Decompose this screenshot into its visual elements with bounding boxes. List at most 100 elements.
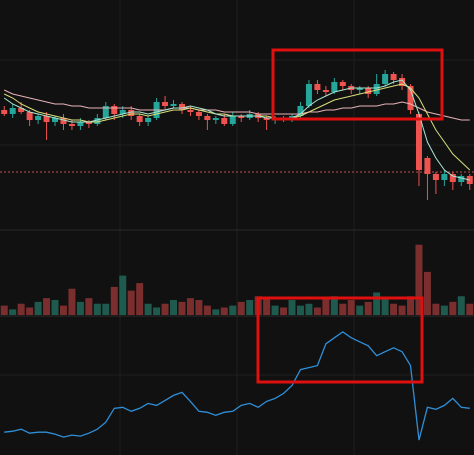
volume-bar xyxy=(26,307,34,315)
candle-body xyxy=(85,122,92,124)
volume-bar xyxy=(457,296,465,315)
volume-bar xyxy=(203,305,211,315)
candle-body xyxy=(52,118,59,122)
volume-bar xyxy=(144,303,152,315)
candle-body xyxy=(441,174,448,180)
volume-bar xyxy=(170,300,178,315)
volume-bar xyxy=(51,300,59,315)
candle-body xyxy=(407,86,414,110)
candle-body xyxy=(297,106,304,116)
candle-body xyxy=(43,116,50,122)
volume-bar xyxy=(440,305,448,315)
volume-bar xyxy=(313,307,321,315)
candle-body xyxy=(415,114,422,170)
volume-bar xyxy=(466,303,474,315)
candle-body xyxy=(449,174,456,182)
candle-body xyxy=(305,84,312,106)
candle-body xyxy=(119,110,126,114)
candle-body xyxy=(178,104,185,110)
candle-body xyxy=(339,82,346,86)
candle-body xyxy=(229,116,236,124)
volume-bar xyxy=(322,298,330,315)
candle-body xyxy=(399,78,406,86)
volume-bar xyxy=(85,298,93,315)
candle-body xyxy=(77,122,84,126)
volume-bar xyxy=(93,303,101,315)
moving-average xyxy=(3,79,470,181)
volume-bar xyxy=(432,303,440,315)
volume-bar xyxy=(43,298,51,315)
volume-bar xyxy=(381,298,389,315)
volume-bar xyxy=(237,301,245,315)
volume-bar xyxy=(407,296,415,315)
volume-bar xyxy=(178,301,186,315)
candle-body xyxy=(170,104,177,106)
volume-bar xyxy=(119,275,127,315)
candle-body xyxy=(390,74,397,80)
volume-bar xyxy=(161,303,169,315)
candle-body xyxy=(331,82,338,92)
candle-body xyxy=(204,116,211,120)
candle-body xyxy=(263,118,270,120)
volume-bar xyxy=(0,305,8,315)
candle-body xyxy=(18,108,25,112)
volume-bar xyxy=(9,309,17,315)
candle-body xyxy=(458,176,465,182)
candle-body xyxy=(356,88,363,90)
volume-bar xyxy=(330,296,338,315)
volume-bar xyxy=(415,244,423,315)
candle-body xyxy=(187,110,194,112)
marks xyxy=(0,70,474,441)
candle-body xyxy=(365,88,372,94)
candle-body xyxy=(432,174,439,180)
highlight-box xyxy=(256,296,424,384)
volume-bar xyxy=(76,301,84,315)
candle-body xyxy=(111,106,118,114)
volume-bar xyxy=(347,300,355,315)
volume-bar xyxy=(373,292,381,315)
volume-bar xyxy=(195,300,203,315)
volume-bar xyxy=(390,303,398,315)
candle-body xyxy=(9,108,16,114)
volume-bar xyxy=(423,271,431,315)
candle-body xyxy=(102,106,109,118)
candle-body xyxy=(68,124,75,126)
volume-bar xyxy=(34,301,42,315)
candle-body xyxy=(382,74,389,84)
candle-body xyxy=(373,84,380,94)
candle-body xyxy=(238,116,245,118)
volume-bar xyxy=(68,288,76,315)
volume-bar xyxy=(59,305,67,315)
volume-bar xyxy=(271,305,279,315)
candle-body xyxy=(145,118,152,122)
volume-bar xyxy=(110,286,118,315)
volume-bar xyxy=(280,307,288,315)
candle-body xyxy=(94,118,101,124)
candle-body xyxy=(60,118,67,124)
candle-body xyxy=(128,110,135,116)
volume-bar xyxy=(288,300,296,315)
candle-body xyxy=(136,116,143,122)
candle-body xyxy=(1,110,8,114)
volume-bar xyxy=(339,303,347,315)
volume-bar xyxy=(305,303,313,315)
candle-body xyxy=(322,90,329,92)
volume-bar xyxy=(17,303,25,315)
volume-bar xyxy=(263,298,271,315)
volume-bar xyxy=(246,300,254,315)
candle-body xyxy=(314,84,321,90)
volume-bar xyxy=(102,303,110,315)
candle-body xyxy=(35,116,42,120)
candle-body xyxy=(26,112,33,120)
candle-body xyxy=(212,118,219,120)
volume-bar xyxy=(364,301,372,315)
volume-bar xyxy=(296,305,304,315)
volume-bar xyxy=(449,301,457,315)
highlight-box xyxy=(271,48,444,121)
volume-bar xyxy=(229,305,237,315)
candle-body xyxy=(195,112,202,116)
volume-bar xyxy=(153,307,161,315)
indicator-line xyxy=(4,331,470,441)
